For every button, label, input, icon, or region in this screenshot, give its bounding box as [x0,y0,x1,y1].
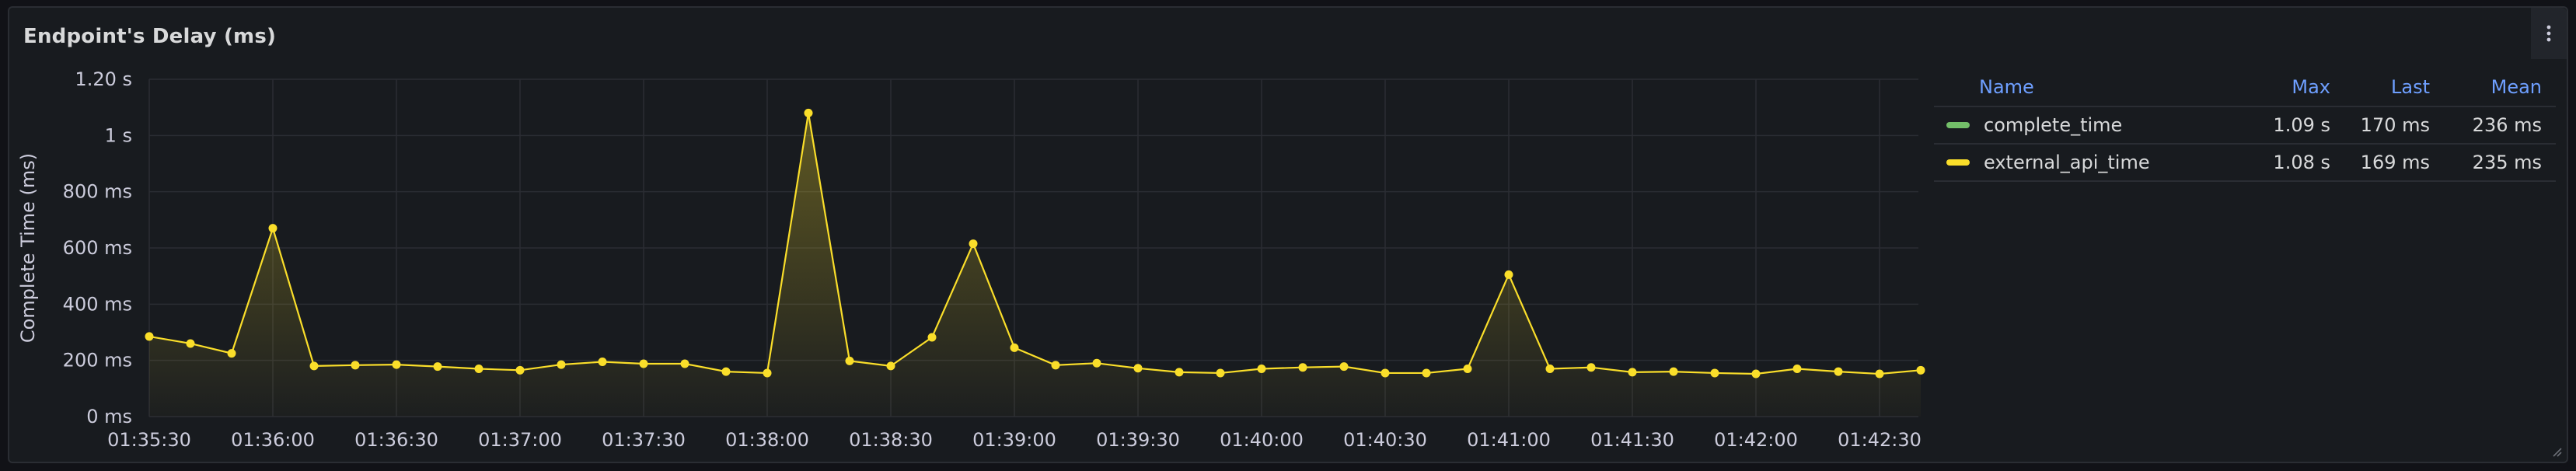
x-tick-label: 01:42:00 [1714,429,1798,451]
data-point [186,339,195,348]
legend-series-name: complete_time [1984,114,2123,136]
x-tick-label: 01:42:30 [1838,429,1922,451]
legend-last: 170 ms [2360,114,2430,136]
data-point [1175,368,1184,377]
data-point [515,365,525,375]
y-tick-label: 1.20 s [75,68,132,90]
data-point [351,361,360,370]
data-point [1216,368,1225,378]
x-tick-label: 01:35:30 [107,429,191,451]
data-point [1422,368,1431,378]
x-tick-label: 01:39:00 [972,429,1056,451]
legend-row[interactable]: external_api_time 1.08 s 169 ms 235 ms [1934,145,2556,182]
panel-title: Endpoint's Delay (ms) [23,25,277,48]
x-tick-label: 01:37:00 [478,429,562,451]
y-tick-label: 200 ms [63,350,132,372]
data-point [1751,369,1761,379]
data-point [1339,362,1349,372]
data-point [309,361,319,371]
data-point [1380,368,1390,378]
y-tick-label: 800 ms [63,181,132,203]
x-tick-label: 01:38:00 [725,429,809,451]
data-point [1669,367,1678,376]
legend-max: 1.09 s [2273,114,2330,136]
data-point [1133,364,1143,373]
legend-header-mean[interactable]: Mean [2490,76,2542,98]
legend-max: 1.08 s [2273,152,2330,173]
data-point [1875,369,1884,379]
legend-table: Name Max Last Mean complete_time 1.09 s … [1934,68,2556,182]
data-point [639,359,648,368]
data-point [845,356,854,365]
legend-series-name: external_api_time [1984,152,2150,173]
legend-header-last[interactable]: Last [2391,76,2430,98]
series-color-swatch [1946,122,1970,128]
data-point [268,224,277,233]
data-point [927,333,937,342]
series-color-swatch [1946,159,1970,166]
data-point [227,349,236,358]
data-point [1051,361,1060,370]
data-point [1834,367,1843,376]
data-point [1504,270,1513,279]
data-point [1092,358,1101,368]
data-point [598,357,607,366]
data-point [1628,368,1637,377]
series-line [148,112,1922,375]
data-point [1298,363,1307,372]
x-tick-label: 01:40:30 [1343,429,1427,451]
x-tick-label: 01:41:30 [1590,429,1674,451]
x-tick-label: 01:39:30 [1096,429,1180,451]
legend-last: 169 ms [2360,152,2430,173]
chart-svg: 0 ms 200 ms 400 ms 600 ms 800 ms 1 s 1.20 s 01:… [17,68,1925,451]
data-point [680,359,689,368]
panel-menu-button[interactable] [2531,8,2567,59]
legend-row[interactable]: complete_time 1.09 s 170 ms 236 ms [1934,107,2556,145]
x-tick-label: 01:36:30 [354,429,438,451]
resize-corner-icon[interactable] [2551,446,2562,457]
x-tick-label: 01:38:30 [849,429,933,451]
series-area [149,113,1921,417]
y-axis-label: Complete Time (ms) [17,153,39,343]
data-point [969,239,978,249]
data-point [392,360,401,369]
data-point [1010,343,1019,352]
data-point [1792,365,1802,374]
legend-mean: 236 ms [2472,114,2542,136]
y-tick-label: 1 s [105,124,132,146]
data-point [557,360,566,369]
data-point [474,365,483,374]
data-point [721,367,731,376]
data-point [804,108,813,117]
data-point [1257,365,1266,374]
data-point [433,362,442,372]
data-point [1916,365,1925,375]
data-point [1463,365,1472,374]
y-tick-label: 600 ms [63,237,132,259]
y-tick-label: 0 ms [86,406,132,427]
legend-header-name[interactable]: Name [1979,76,2034,98]
x-tick-label: 01:36:00 [231,429,315,451]
legend-mean: 235 ms [2472,152,2542,173]
data-point [886,361,895,371]
x-tick-label: 01:41:00 [1467,429,1551,451]
data-point [1586,363,1596,372]
data-point [1710,368,1719,378]
legend-header-max[interactable]: Max [2292,76,2330,98]
y-tick-label: 400 ms [63,293,132,315]
x-tick-label: 01:40:00 [1220,429,1304,451]
vertical-dots-icon [2546,25,2551,42]
x-tick-label: 01:37:30 [602,429,686,451]
data-point [145,332,154,341]
data-point [1545,365,1555,374]
data-point [763,368,772,378]
legend-header: Name Max Last Mean [1934,68,2556,107]
